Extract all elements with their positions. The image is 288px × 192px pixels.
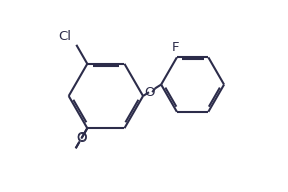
Text: O: O [76,132,86,145]
Text: Cl: Cl [58,30,71,43]
Text: methoxy: methoxy [25,149,74,160]
Text: methoxy: methoxy [76,150,82,151]
Text: methoxy_ch3: methoxy_ch3 [76,147,85,149]
Text: F: F [172,41,180,55]
Text: O: O [144,86,154,99]
Text: methyl: methyl [75,150,79,151]
Text: O: O [77,131,87,144]
